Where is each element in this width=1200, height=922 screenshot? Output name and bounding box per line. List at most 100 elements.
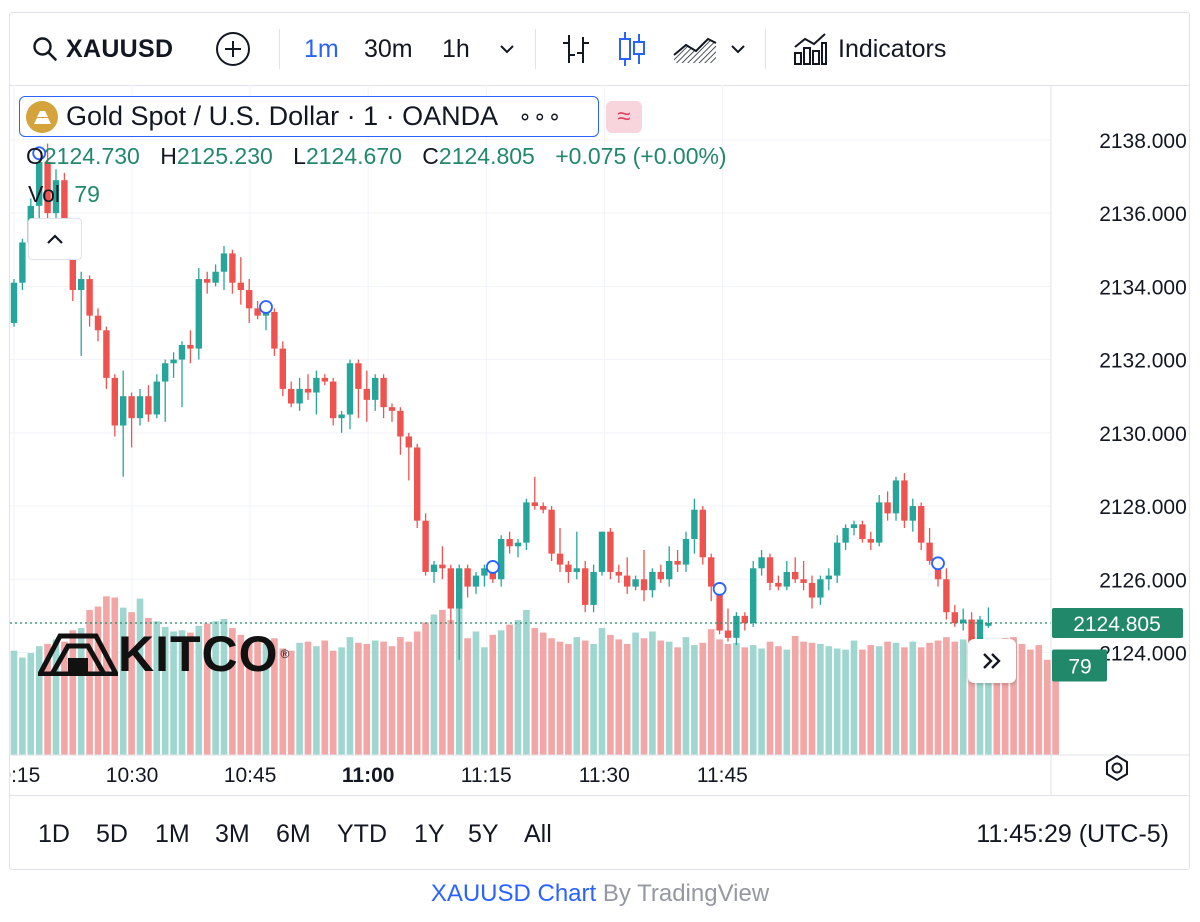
bars-style-button[interactable] — [560, 13, 592, 85]
volume-bar — [733, 642, 740, 755]
range-all[interactable]: All — [524, 819, 552, 848]
collapse-legend-button[interactable] — [28, 218, 82, 260]
volume-bar — [245, 642, 253, 755]
volume-bar — [464, 638, 471, 755]
volume-bar — [800, 641, 807, 755]
candle-body — [918, 506, 925, 543]
volume-bar — [943, 637, 950, 755]
candle-body — [288, 388, 295, 404]
volume-bar — [371, 640, 379, 755]
collapse-icon — [47, 234, 63, 244]
range-5y[interactable]: 5Y — [468, 819, 499, 848]
volume-bar — [674, 647, 681, 755]
candle-body — [10, 282, 18, 323]
volume-bar — [808, 642, 816, 755]
settings-icon — [1106, 754, 1128, 782]
candle-body — [61, 180, 68, 228]
volume-bar — [69, 630, 77, 755]
volume-bar — [867, 645, 875, 755]
candle-body — [195, 279, 202, 349]
candle-body — [985, 623, 992, 626]
volume-bar — [27, 653, 35, 755]
volume-bar — [699, 642, 707, 755]
candle-body — [111, 377, 118, 426]
range-1d[interactable]: 1D — [38, 819, 70, 848]
volume-bar — [573, 637, 581, 755]
volume-bar — [917, 647, 925, 755]
candle-body — [800, 579, 807, 583]
chart-settings-button[interactable] — [1102, 753, 1132, 788]
price-tick-label: 2136.000 — [1099, 203, 1187, 226]
symbol-label: XAUUSD — [66, 34, 174, 63]
volume-bar — [262, 643, 270, 755]
candle-body — [640, 579, 648, 591]
candle-body — [666, 560, 673, 580]
candle-body — [514, 542, 522, 547]
candle-body — [304, 388, 312, 393]
event-marker — [259, 300, 273, 314]
volume-bar — [489, 634, 497, 755]
candle-body — [136, 396, 144, 419]
volume-bar — [111, 597, 119, 755]
candle-body — [481, 568, 488, 576]
volume-bar — [682, 637, 690, 755]
range-1y[interactable]: 1Y — [414, 819, 445, 848]
range-1m[interactable]: 1M — [155, 819, 190, 848]
candle-body — [162, 363, 169, 382]
volume-bar — [61, 641, 68, 755]
candle-body — [573, 568, 580, 572]
volume-bar — [94, 606, 102, 755]
volume-bar — [153, 621, 161, 755]
candle-body — [674, 560, 681, 565]
interval-1h[interactable]: 1h — [442, 34, 470, 63]
candle-body — [716, 586, 723, 631]
volume-bar — [388, 646, 396, 755]
search-icon — [33, 37, 57, 61]
symbol-legend[interactable]: Gold Spot / U.S. Dollar · 1 · OANDA ∘∘∘ — [19, 96, 599, 137]
interval-30m[interactable]: 30m — [364, 34, 413, 63]
indicators-button[interactable]: Indicators — [792, 13, 946, 85]
candle-body — [590, 571, 597, 605]
time-tick-label: 11:00 — [342, 764, 395, 787]
kitco-logo-text: KITCO — [118, 626, 279, 682]
candle-body — [52, 180, 60, 214]
candle-body — [766, 557, 774, 583]
chart-link[interactable]: XAUUSD Chart — [430, 880, 597, 907]
area-style-button[interactable] — [672, 13, 718, 85]
volume-bar — [859, 649, 866, 755]
time-tick-label: 10:30 — [106, 764, 159, 787]
volume-bar — [1043, 659, 1051, 755]
candle-body — [498, 538, 505, 580]
volume-bar — [187, 632, 194, 755]
candle-body — [565, 564, 572, 572]
candle-body — [229, 253, 236, 283]
volume-bar — [405, 641, 413, 755]
candle-body — [397, 410, 404, 437]
jump-to-realtime-button[interactable] — [968, 639, 1016, 683]
time-tick-label: 10:45 — [224, 764, 277, 787]
candles-style-button[interactable] — [616, 13, 648, 85]
time-tick-label: 11:30 — [579, 764, 630, 787]
volume-bar — [1018, 643, 1026, 755]
range-5d[interactable]: 5D — [96, 819, 128, 848]
volume-bar — [993, 645, 1001, 755]
volume-bar — [439, 609, 446, 755]
candle-body — [808, 582, 816, 598]
volume-bar — [128, 612, 135, 755]
price-chart[interactable]: 2138.000 2136.000 2134.000 2132.000 2130.000… — [10, 85, 1190, 795]
range-3m[interactable]: 3M — [215, 819, 250, 848]
time-zone-clock[interactable]: 11:45:29 (UTC-5) — [976, 819, 1169, 848]
data-delayed-badge[interactable]: ≈ — [606, 101, 642, 133]
volume-label: Vol — [28, 181, 60, 207]
more-options-icon[interactable]: ∘∘∘ — [518, 103, 563, 129]
range-6m[interactable]: 6M — [276, 819, 311, 848]
candle-body — [649, 571, 656, 591]
chart-style-dropdown[interactable] — [728, 13, 748, 85]
interval-dropdown[interactable] — [497, 13, 517, 85]
volume-bar — [497, 630, 505, 755]
symbol-search[interactable]: XAUUSD — [32, 13, 173, 85]
range-ytd[interactable]: YTD — [337, 819, 387, 848]
interval-1m[interactable]: 1m — [304, 34, 339, 63]
compare-button[interactable] — [215, 13, 251, 85]
top-toolbar: XAUUSD 1m 30m 1h Indicators — [10, 13, 1189, 86]
